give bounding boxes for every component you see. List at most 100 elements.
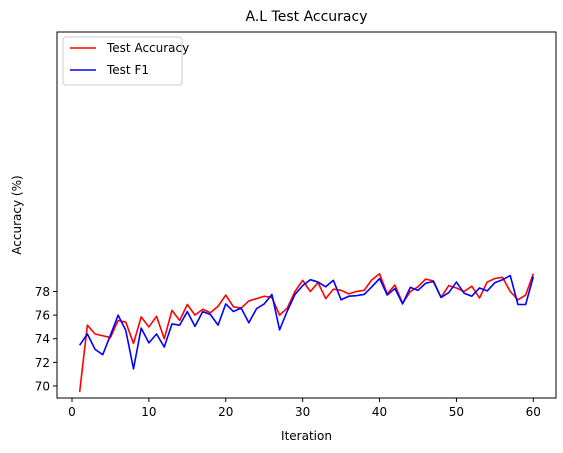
data-point-test-accuracy: [286, 307, 288, 309]
data-point-test-f1: [425, 282, 427, 284]
data-point-test-f1: [363, 294, 365, 296]
x-tick-label: 30: [295, 405, 310, 419]
data-point-test-accuracy: [117, 320, 119, 322]
plot-area: 0 10 20 30 40 50 60 70 72 74 76 78: [35, 31, 557, 419]
data-point-test-accuracy: [294, 291, 296, 293]
data-point-test-f1: [525, 304, 527, 306]
data-point-test-accuracy: [425, 278, 427, 280]
data-point-test-accuracy: [409, 291, 411, 293]
y-tick-label: 70: [35, 379, 50, 393]
data-point-test-accuracy: [194, 314, 196, 316]
data-point-test-f1: [248, 322, 250, 324]
data-point-test-accuracy: [233, 306, 235, 308]
data-point-test-accuracy: [79, 391, 81, 393]
data-point-test-f1: [433, 281, 435, 283]
x-tick-label: 10: [141, 405, 156, 419]
data-point-test-accuracy: [494, 278, 496, 280]
x-tick-label: 20: [218, 405, 233, 419]
data-point-test-accuracy: [125, 321, 127, 323]
data-point-test-accuracy: [340, 290, 342, 292]
data-point-test-f1: [340, 299, 342, 301]
data-point-test-accuracy: [363, 290, 365, 292]
data-point-test-accuracy: [187, 304, 189, 306]
data-point-test-f1: [456, 281, 458, 283]
data-point-test-accuracy: [87, 324, 89, 326]
y-axis-label: Accuracy (%): [10, 175, 24, 254]
data-point-test-accuracy: [502, 277, 504, 279]
legend: Test Accuracy Test F1: [62, 36, 189, 86]
data-point-test-accuracy: [379, 273, 381, 275]
data-point-test-f1: [140, 327, 142, 329]
data-point-test-accuracy: [371, 279, 373, 281]
data-point-test-accuracy: [417, 286, 419, 288]
data-point-test-f1: [217, 324, 219, 326]
data-point-test-accuracy: [102, 335, 104, 337]
data-point-test-accuracy: [302, 279, 304, 281]
chart-title: A.L Test Accuracy: [246, 9, 368, 25]
data-point-test-accuracy: [140, 316, 142, 318]
data-point-test-f1: [356, 295, 358, 297]
data-point-test-accuracy: [148, 326, 150, 328]
data-point-test-accuracy: [356, 291, 358, 293]
data-point-test-accuracy: [110, 337, 112, 339]
data-point-test-f1: [448, 292, 450, 294]
data-point-test-f1: [463, 292, 465, 294]
x-tick-label: 60: [526, 405, 541, 419]
data-point-test-accuracy: [463, 291, 465, 293]
data-point-test-f1: [194, 326, 196, 328]
data-point-test-f1: [286, 310, 288, 312]
data-point-test-accuracy: [348, 293, 350, 295]
data-point-test-accuracy: [156, 315, 158, 317]
data-point-test-f1: [417, 290, 419, 292]
legend-label-test-f1: Test F1: [106, 63, 149, 77]
data-point-test-accuracy: [509, 291, 511, 293]
data-point-test-accuracy: [525, 294, 527, 296]
data-point-test-f1: [163, 346, 165, 348]
data-point-test-accuracy: [202, 308, 204, 310]
data-point-test-f1: [179, 324, 181, 326]
data-point-test-f1: [509, 275, 511, 277]
data-point-test-f1: [494, 282, 496, 284]
data-point-test-f1: [94, 349, 96, 351]
data-point-test-f1: [102, 354, 104, 356]
x-tick-label: 50: [449, 405, 464, 419]
x-tick-label: 40: [372, 405, 387, 419]
data-point-test-f1: [279, 329, 281, 331]
data-point-test-accuracy: [456, 287, 458, 289]
y-axis: 70 72 74 76 78: [35, 285, 57, 393]
data-point-test-f1: [402, 303, 404, 305]
data-point-test-f1: [502, 279, 504, 281]
data-point-test-f1: [317, 281, 319, 283]
data-point-test-f1: [148, 342, 150, 344]
data-point-test-f1: [110, 334, 112, 336]
data-point-test-f1: [517, 304, 519, 306]
data-point-test-accuracy: [271, 297, 273, 299]
data-point-test-f1: [533, 276, 535, 278]
data-point-test-f1: [310, 279, 312, 281]
data-point-test-f1: [156, 333, 158, 335]
data-point-test-f1: [171, 323, 173, 325]
data-point-test-f1: [187, 311, 189, 313]
y-tick-label: 78: [35, 285, 50, 299]
y-tick-label: 76: [35, 309, 50, 323]
data-point-test-f1: [333, 279, 335, 281]
legend-label-test-accuracy: Test Accuracy: [106, 41, 189, 55]
x-tick-label: 0: [68, 405, 76, 419]
y-tick-label: 74: [35, 332, 50, 346]
data-point-test-accuracy: [279, 314, 281, 316]
x-axis-label: Iteration: [281, 429, 332, 443]
data-point-test-accuracy: [479, 297, 481, 299]
data-point-test-accuracy: [486, 281, 488, 283]
data-point-test-accuracy: [310, 291, 312, 293]
data-point-test-f1: [471, 295, 473, 297]
data-point-test-f1: [263, 303, 265, 305]
data-point-test-accuracy: [163, 338, 165, 340]
data-point-test-accuracy: [94, 333, 96, 335]
data-point-test-f1: [409, 287, 411, 289]
data-point-test-f1: [302, 285, 304, 287]
data-point-test-f1: [125, 330, 127, 332]
data-point-test-f1: [233, 311, 235, 313]
data-point-test-accuracy: [210, 312, 212, 314]
series-line-test-accuracy: [78, 272, 535, 392]
